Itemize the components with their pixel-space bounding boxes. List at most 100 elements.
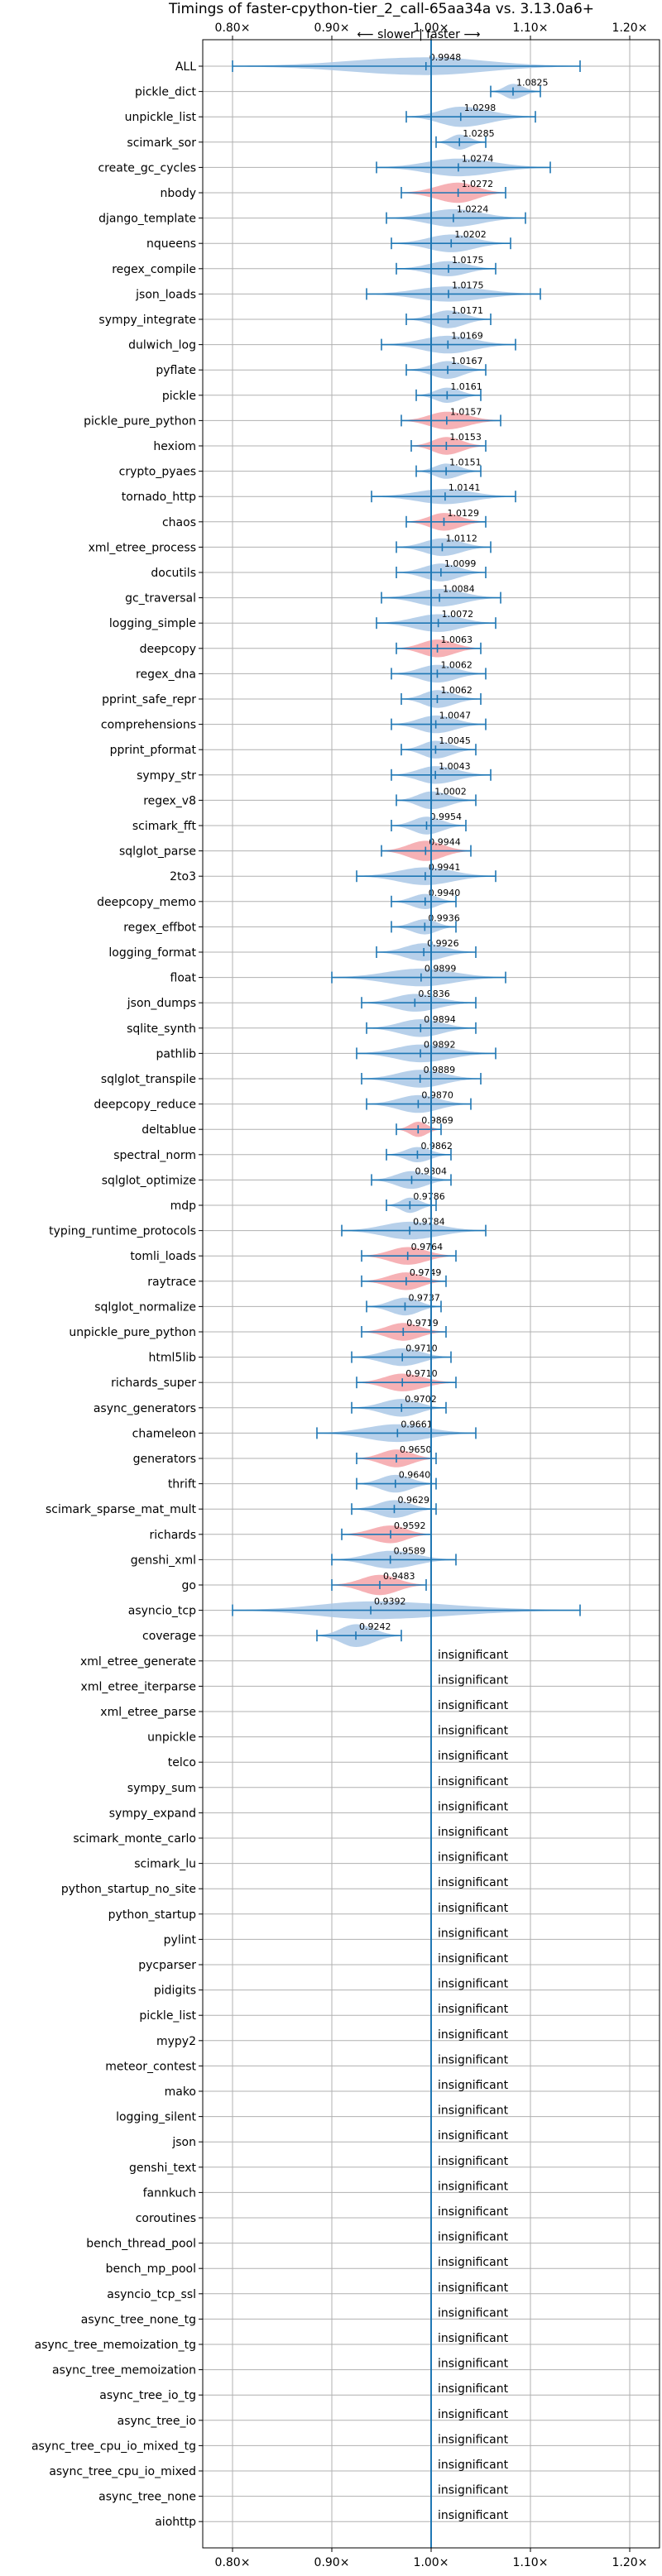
- insignificant-label: insignificant: [438, 2155, 509, 2168]
- value-label: 0.9661: [401, 1419, 433, 1429]
- value-label: 0.9710: [405, 1368, 438, 1379]
- value-label: 1.0171: [452, 305, 484, 316]
- value-label: 0.9899: [425, 964, 457, 974]
- value-label: 1.0084: [443, 584, 475, 595]
- insignificant-label: insignificant: [438, 1978, 509, 1991]
- insignificant-label: insignificant: [438, 2282, 509, 2295]
- value-label: 0.9592: [394, 1520, 426, 1531]
- value-label: 0.9894: [424, 1014, 456, 1025]
- category-label: async_tree_cpu_io_mixed: [49, 2465, 196, 2478]
- value-label: 0.9629: [397, 1495, 429, 1506]
- category-label: aiohttp: [155, 2516, 196, 2529]
- insignificant-label: insignificant: [438, 2003, 509, 2016]
- category-label: deepcopy_memo: [97, 896, 196, 909]
- category-label: scimark_monte_carlo: [73, 1832, 196, 1846]
- category-label: create_gc_cycles: [98, 161, 196, 175]
- category-label: nqueens: [146, 237, 196, 251]
- x-tick-label-top: 1.00×: [414, 22, 449, 35]
- value-label: 0.9702: [405, 1394, 437, 1405]
- category-label: python_startup_no_site: [61, 1883, 196, 1896]
- category-label: sympy_sum: [127, 1782, 196, 1795]
- category-label: spectral_norm: [113, 1149, 196, 1162]
- value-label: 0.9941: [429, 862, 461, 873]
- value-label: 0.9862: [420, 1141, 453, 1152]
- value-label: 1.0062: [440, 659, 473, 670]
- category-label: regex_effbot: [123, 921, 196, 934]
- insignificant-label: insignificant: [438, 1673, 509, 1687]
- x-tick-label-bottom: 1.00×: [414, 2556, 449, 2569]
- category-label: telco: [168, 1756, 196, 1769]
- category-label: pprint_safe_repr: [102, 693, 196, 706]
- category-label: sympy_integrate: [98, 314, 196, 327]
- value-label: 1.0151: [449, 457, 482, 468]
- axes: 0.80× 0.80× 0.90× 0.90× 1.00× 1.00× 1.10× 1.10×…: [31, 22, 660, 2569]
- category-label: raytrace: [147, 1276, 196, 1289]
- value-label: 1.0062: [440, 685, 473, 696]
- value-label: 0.9889: [424, 1065, 456, 1075]
- category-label: regex_dna: [136, 668, 196, 681]
- category-label: sqlglot_normalize: [94, 1300, 196, 1314]
- value-label: 1.0112: [445, 533, 477, 543]
- category-label: pickle: [162, 390, 196, 403]
- insignificant-label: insignificant: [438, 2053, 509, 2066]
- category-label: unpickle: [147, 1731, 196, 1745]
- category-label: async_tree_io_tg: [99, 2389, 196, 2402]
- x-tick-label-bottom: 1.10×: [513, 2556, 549, 2569]
- value-label: 0.9892: [424, 1039, 456, 1050]
- insignificant-label: insignificant: [438, 2509, 509, 2522]
- value-label: 1.0224: [457, 204, 489, 215]
- value-label: 0.9749: [410, 1267, 442, 1278]
- category-label: fannkuch: [143, 2186, 196, 2200]
- insignificant-label: insignificant: [438, 2408, 509, 2421]
- category-label: typing_runtime_protocols: [49, 1225, 196, 1238]
- category-label: scimark_lu: [134, 1858, 196, 1871]
- category-label: unpickle_pure_python: [69, 1326, 196, 1339]
- x-tick-label-top: 1.10×: [513, 22, 549, 35]
- category-label: html5lib: [149, 1352, 197, 1365]
- direction-label: ⟵ slower | faster ⟶: [357, 28, 481, 41]
- category-label: deepcopy: [140, 643, 196, 656]
- value-label: 0.9944: [429, 837, 461, 848]
- value-label: 0.9392: [374, 1597, 406, 1607]
- category-label: xml_etree_process: [89, 541, 196, 554]
- insignificant-label: insignificant: [438, 2205, 509, 2219]
- category-label: genshi_xml: [131, 1554, 196, 1567]
- category-label: mypy2: [156, 2035, 196, 2048]
- insignificant-label: insignificant: [438, 2382, 509, 2396]
- axes-frame: [202, 39, 660, 2549]
- category-label: richards: [150, 1529, 197, 1542]
- insignificant-label: insignificant: [438, 2433, 509, 2446]
- category-label: scimark_sparse_mat_mult: [46, 1503, 196, 1516]
- category-label: deltablue: [142, 1123, 196, 1137]
- value-label: 1.0298: [464, 103, 496, 113]
- category-label: coroutines: [136, 2212, 196, 2225]
- category-label: genshi_text: [129, 2162, 197, 2175]
- value-label: 0.9242: [359, 1621, 391, 1632]
- value-label: 0.9869: [421, 1115, 453, 1126]
- value-label: 1.0043: [439, 761, 471, 772]
- insignificant-label: insignificant: [438, 2484, 509, 2497]
- insignificant-label: insignificant: [438, 2104, 509, 2118]
- value-label: 1.0141: [449, 482, 481, 493]
- category-label: async_tree_none: [98, 2491, 196, 2504]
- value-label: 0.9786: [413, 1191, 445, 1202]
- value-label: 0.9948: [429, 52, 462, 63]
- category-label: json_dumps: [127, 997, 196, 1010]
- value-label: 0.9737: [408, 1292, 440, 1303]
- category-label: chameleon: [132, 1427, 196, 1440]
- value-label: 1.0285: [463, 128, 495, 139]
- chart-title: Timings of faster-cpython-tier_2_call-65…: [168, 1, 594, 17]
- category-label: pickle_list: [139, 2009, 196, 2023]
- value-label: 1.0161: [450, 381, 482, 392]
- value-label: 1.0167: [451, 356, 483, 366]
- category-label: bench_thread_pool: [86, 2238, 196, 2251]
- category-label: sqlglot_transpile: [101, 1073, 196, 1086]
- value-label: 1.0169: [451, 331, 483, 342]
- category-label: async_tree_cpu_io_mixed_tg: [31, 2440, 196, 2453]
- value-label: 0.9719: [406, 1318, 439, 1329]
- x-tick-label-top: 0.90×: [314, 22, 350, 35]
- insignificant-label: insignificant: [438, 1699, 509, 1712]
- violins: [232, 57, 581, 1647]
- x-tick-label-top: 1.20×: [612, 22, 648, 35]
